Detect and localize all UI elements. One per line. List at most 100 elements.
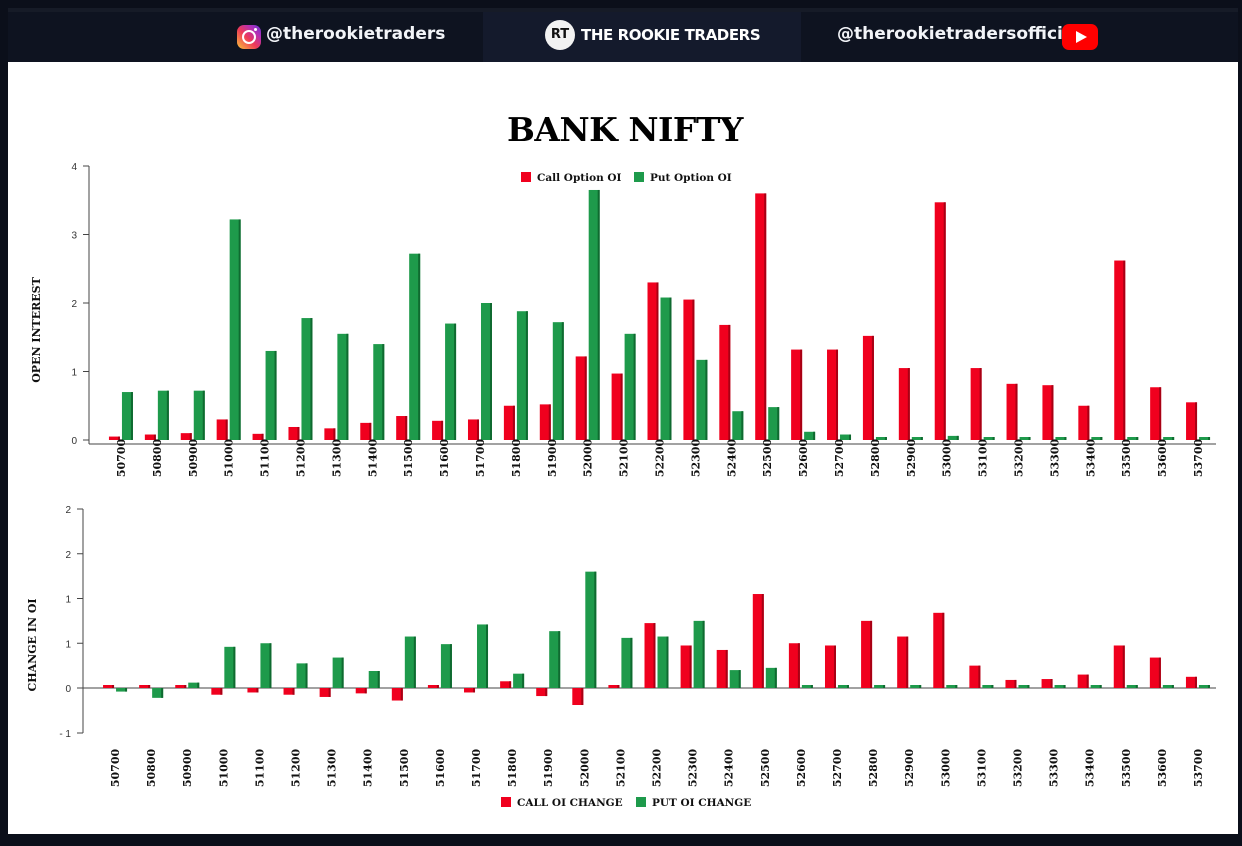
call-bar-shade-53500 <box>1122 645 1125 688</box>
category-label: 50700 <box>115 439 128 478</box>
call-bar-shade-51100 <box>256 688 259 693</box>
put-bar-52400 <box>732 411 744 440</box>
y-tick-label: 4 <box>71 162 77 173</box>
call-bar-53100 <box>970 368 982 440</box>
call-bar-shade-53600 <box>1159 387 1162 440</box>
category-label: 51900 <box>542 749 555 788</box>
call-bar-shade-51000 <box>225 419 228 440</box>
legend-swatch <box>634 172 644 182</box>
call-bar-shade-53400 <box>1086 674 1089 688</box>
put-bar-51000 <box>229 219 241 440</box>
call-bar-shade-51400 <box>369 422 372 440</box>
call-bar-51900 <box>539 404 551 440</box>
category-label: 51800 <box>510 439 523 478</box>
category-label: 51400 <box>366 439 379 478</box>
call-bar-51100 <box>247 688 259 693</box>
instagram-handle[interactable]: @therookietraders <box>266 24 446 44</box>
put-bar-51800 <box>516 311 528 440</box>
call-bar-shade-52800 <box>870 620 873 688</box>
put-bar-shade-52900 <box>919 685 922 688</box>
put-bar-52700 <box>837 685 849 688</box>
put-bar-51800 <box>513 673 525 688</box>
put-bar-52100 <box>621 637 633 688</box>
category-label: 51700 <box>474 439 487 478</box>
put-bar-52900 <box>910 685 922 688</box>
call-bar-shade-53700 <box>1194 676 1197 688</box>
call-bar-shade-51900 <box>545 688 548 697</box>
call-bar-52700 <box>824 645 836 688</box>
category-label: 53100 <box>975 749 988 788</box>
category-label: 52500 <box>759 749 772 788</box>
put-bar-53500 <box>1126 685 1138 688</box>
category-label: 53600 <box>1156 439 1169 478</box>
call-bar-52300 <box>680 645 692 688</box>
put-bar-52800 <box>875 437 887 440</box>
category-label: 52900 <box>903 749 916 788</box>
call-bar-53700 <box>1186 402 1198 440</box>
put-bar-shade-52300 <box>705 359 708 440</box>
category-label: 51100 <box>259 439 272 478</box>
put-bar-shade-52200 <box>669 297 672 440</box>
call-bar-51900 <box>536 688 548 697</box>
put-bar-53400 <box>1091 437 1103 440</box>
put-bar-shade-53600 <box>1172 437 1175 440</box>
put-bar-shade-53700 <box>1207 685 1210 688</box>
put-bar-53600 <box>1162 685 1174 688</box>
call-bar-51600 <box>432 420 444 440</box>
category-label: 50700 <box>109 749 122 788</box>
category-label: 51800 <box>506 749 519 788</box>
logo-text: THE ROOKIE TRADERS <box>581 26 761 44</box>
y-tick-label: 1 <box>65 639 71 650</box>
y-axis-label: OPEN INTEREST <box>30 276 43 382</box>
call-bar-shade-51700 <box>476 419 479 440</box>
put-bar-shade-52300 <box>702 620 705 688</box>
category-label: 51200 <box>294 439 307 478</box>
call-bar-52100 <box>608 685 620 688</box>
put-bar-50700 <box>116 688 128 692</box>
call-bar-shade-51300 <box>328 688 331 697</box>
youtube-icon[interactable] <box>1062 24 1098 50</box>
put-bar-shade-51900 <box>561 322 564 440</box>
call-bar-shade-52900 <box>906 636 909 688</box>
category-label: 51400 <box>362 749 375 788</box>
put-bar-53600 <box>1163 437 1175 440</box>
call-bar-52700 <box>827 349 839 440</box>
call-bar-shade-53500 <box>1123 260 1126 440</box>
put-bar-51600 <box>445 323 457 440</box>
category-label: 53600 <box>1156 749 1169 788</box>
category-label: 51200 <box>290 749 303 788</box>
call-bar-53000 <box>934 202 946 440</box>
put-bar-52000 <box>588 189 600 440</box>
put-bar-shade-52600 <box>810 685 813 688</box>
call-bar-shade-53600 <box>1158 657 1161 688</box>
call-bar-51000 <box>211 688 223 695</box>
category-label: 53400 <box>1084 749 1097 788</box>
call-bar-shade-53300 <box>1050 679 1053 688</box>
put-bar-shade-53500 <box>1135 685 1138 688</box>
y-axis-label: CHANGE IN OI <box>26 598 39 691</box>
call-bar-51100 <box>252 433 264 440</box>
category-label: 53100 <box>977 439 990 478</box>
put-bar-53100 <box>982 685 994 688</box>
put-bar-shade-52800 <box>884 437 887 440</box>
youtube-handle[interactable]: @therookietradersofficial <box>837 24 1081 44</box>
category-label: 52300 <box>689 439 702 478</box>
put-bar-52900 <box>911 437 923 440</box>
call-bar-50700 <box>108 436 120 440</box>
instagram-icon[interactable] <box>237 25 261 49</box>
category-label: 53500 <box>1120 749 1133 788</box>
category-label: 52700 <box>833 439 846 478</box>
put-bar-shade-52000 <box>594 571 597 688</box>
call-bar-50800 <box>139 685 151 688</box>
put-bar-52400 <box>729 670 741 688</box>
category-label: 52600 <box>795 749 808 788</box>
put-bar-shade-52800 <box>883 685 886 688</box>
put-bar-53300 <box>1054 685 1066 688</box>
call-bar-shade-53100 <box>978 665 981 688</box>
call-bar-52200 <box>644 623 656 688</box>
put-bar-51600 <box>440 644 452 688</box>
put-bar-shade-52200 <box>666 636 669 688</box>
put-bar-51300 <box>332 657 344 688</box>
call-bar-52600 <box>791 349 803 440</box>
call-bar-51400 <box>360 422 372 440</box>
